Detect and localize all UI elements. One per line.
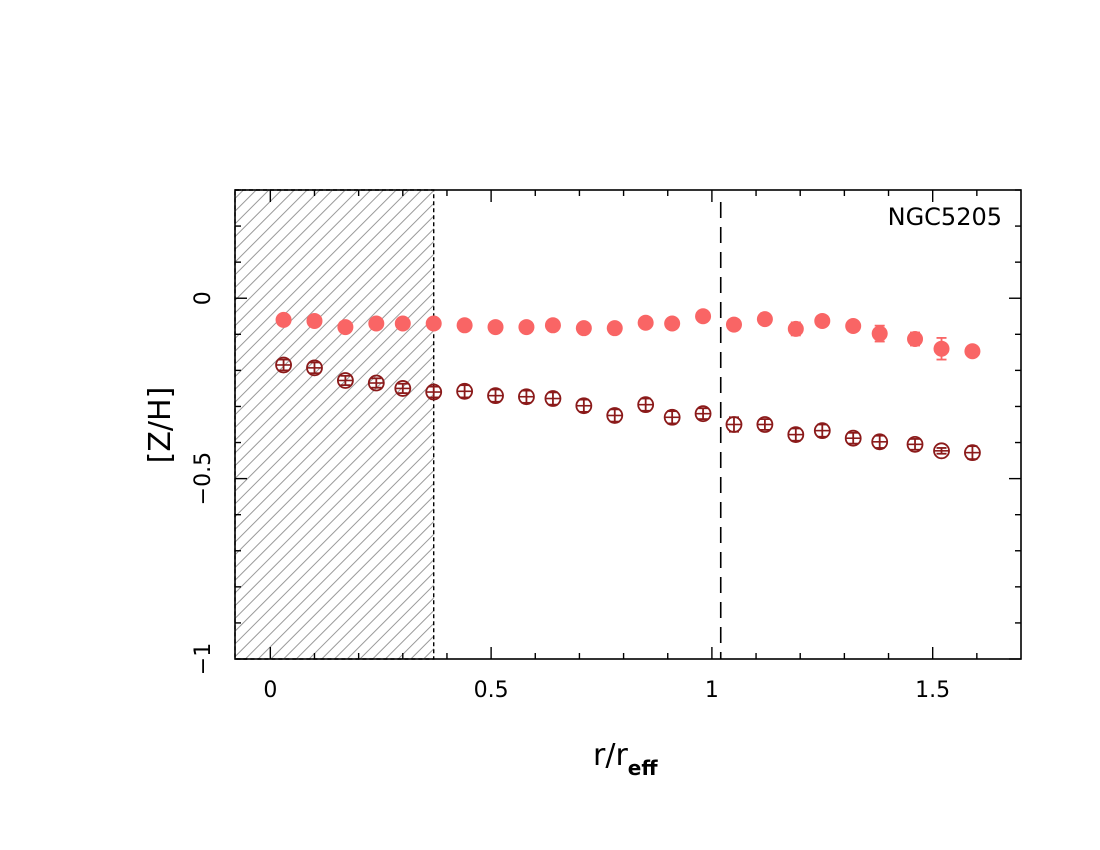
filled-data-point (756, 311, 773, 328)
filled-data-point (275, 311, 292, 328)
filled-data-point (306, 312, 323, 329)
x-axis-label-main: r/r (593, 738, 628, 773)
axis-ticks (235, 189, 1021, 660)
filled-data-point (787, 320, 804, 337)
filled-data-point (814, 312, 831, 329)
filled-data-point (394, 315, 411, 332)
data-points (275, 308, 981, 462)
hatch-fill (235, 190, 434, 659)
x-tick-label: 1.5 (915, 678, 950, 703)
plot-frame (234, 189, 1022, 660)
filled-data-point (425, 315, 442, 332)
x-axis-label-subscript: eff (628, 756, 659, 780)
galaxy-name-label: NGC5205 (888, 203, 1002, 231)
filled-data-point (964, 343, 981, 360)
y-tick-labels: 0 −0.5 −1 (191, 291, 216, 675)
filled-data-point (337, 319, 354, 336)
filled-data-point (637, 314, 654, 331)
filled-data-point (871, 325, 888, 342)
y-tick-label: −0.5 (191, 452, 216, 505)
filled-data-point (606, 320, 623, 337)
filled-data-point (725, 316, 742, 333)
y-tick-label: 0 (191, 291, 216, 305)
x-tick-label: 0.5 (474, 678, 509, 703)
excluded-region (234, 189, 435, 660)
filled-data-point (368, 315, 385, 332)
filled-data-point (695, 308, 712, 325)
filled-data-point (907, 330, 924, 347)
filled-data-point (845, 318, 862, 335)
filled-data-point (544, 317, 561, 334)
filled-data-point (664, 315, 681, 332)
x-axis-label: r/reff (593, 738, 658, 780)
filled-data-point (575, 320, 592, 337)
y-axis-label: [Z/H] (143, 387, 178, 464)
filled-data-point (456, 317, 473, 334)
x-tick-labels: 0 0.5 1 1.5 (263, 678, 950, 703)
filled-data-point (487, 319, 504, 336)
y-tick-label: −1 (191, 643, 216, 675)
x-tick-label: 1 (705, 678, 719, 703)
x-tick-label: 0 (263, 678, 277, 703)
filled-data-point (518, 319, 535, 336)
filled-data-point (933, 340, 950, 357)
